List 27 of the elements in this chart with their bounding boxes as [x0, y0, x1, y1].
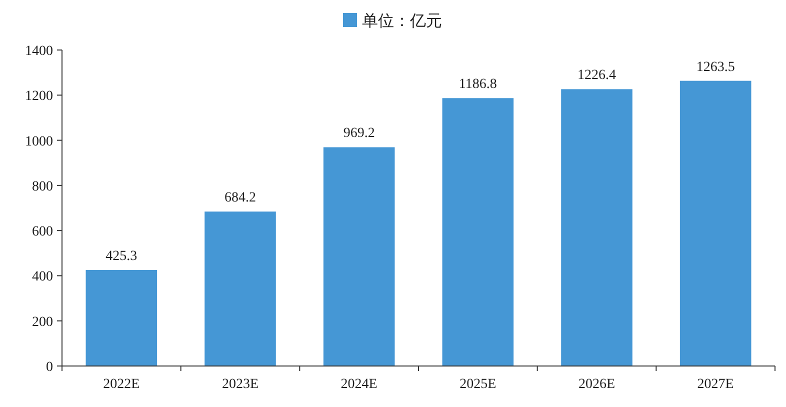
- bar: [204, 212, 276, 366]
- y-tick-label: 1000: [25, 134, 53, 150]
- y-tick-label: 800: [32, 179, 53, 194]
- data-label: 969.2: [343, 126, 375, 142]
- x-tick-label: 2023E: [222, 377, 259, 392]
- y-tick-label: 0: [46, 360, 53, 375]
- bar: [86, 270, 158, 366]
- data-label: 1186.8: [458, 77, 497, 92]
- x-tick-label: 2027E: [697, 377, 734, 392]
- bar: [442, 98, 514, 366]
- y-tick-label: 600: [32, 224, 53, 240]
- y-tick-label: 400: [32, 270, 53, 285]
- y-tick-label: 200: [32, 314, 53, 330]
- x-tick-label: 2025E: [460, 377, 496, 392]
- data-label: 1226.4: [578, 68, 616, 84]
- x-tick-label: 2022E: [103, 377, 140, 392]
- data-label: 684.2: [224, 190, 256, 206]
- y-tick-label: 1200: [25, 89, 53, 104]
- x-tick-label: 2024E: [340, 377, 378, 392]
- data-label: 1263.5: [696, 60, 735, 75]
- bar: [561, 89, 632, 366]
- legend-label: 单位：亿元: [362, 11, 442, 30]
- y-tick-label: 1400: [25, 44, 53, 59]
- x-tick-label: 2026E: [578, 377, 616, 392]
- bar: [680, 80, 752, 366]
- data-label: 425.3: [106, 249, 138, 264]
- bar: [323, 147, 395, 366]
